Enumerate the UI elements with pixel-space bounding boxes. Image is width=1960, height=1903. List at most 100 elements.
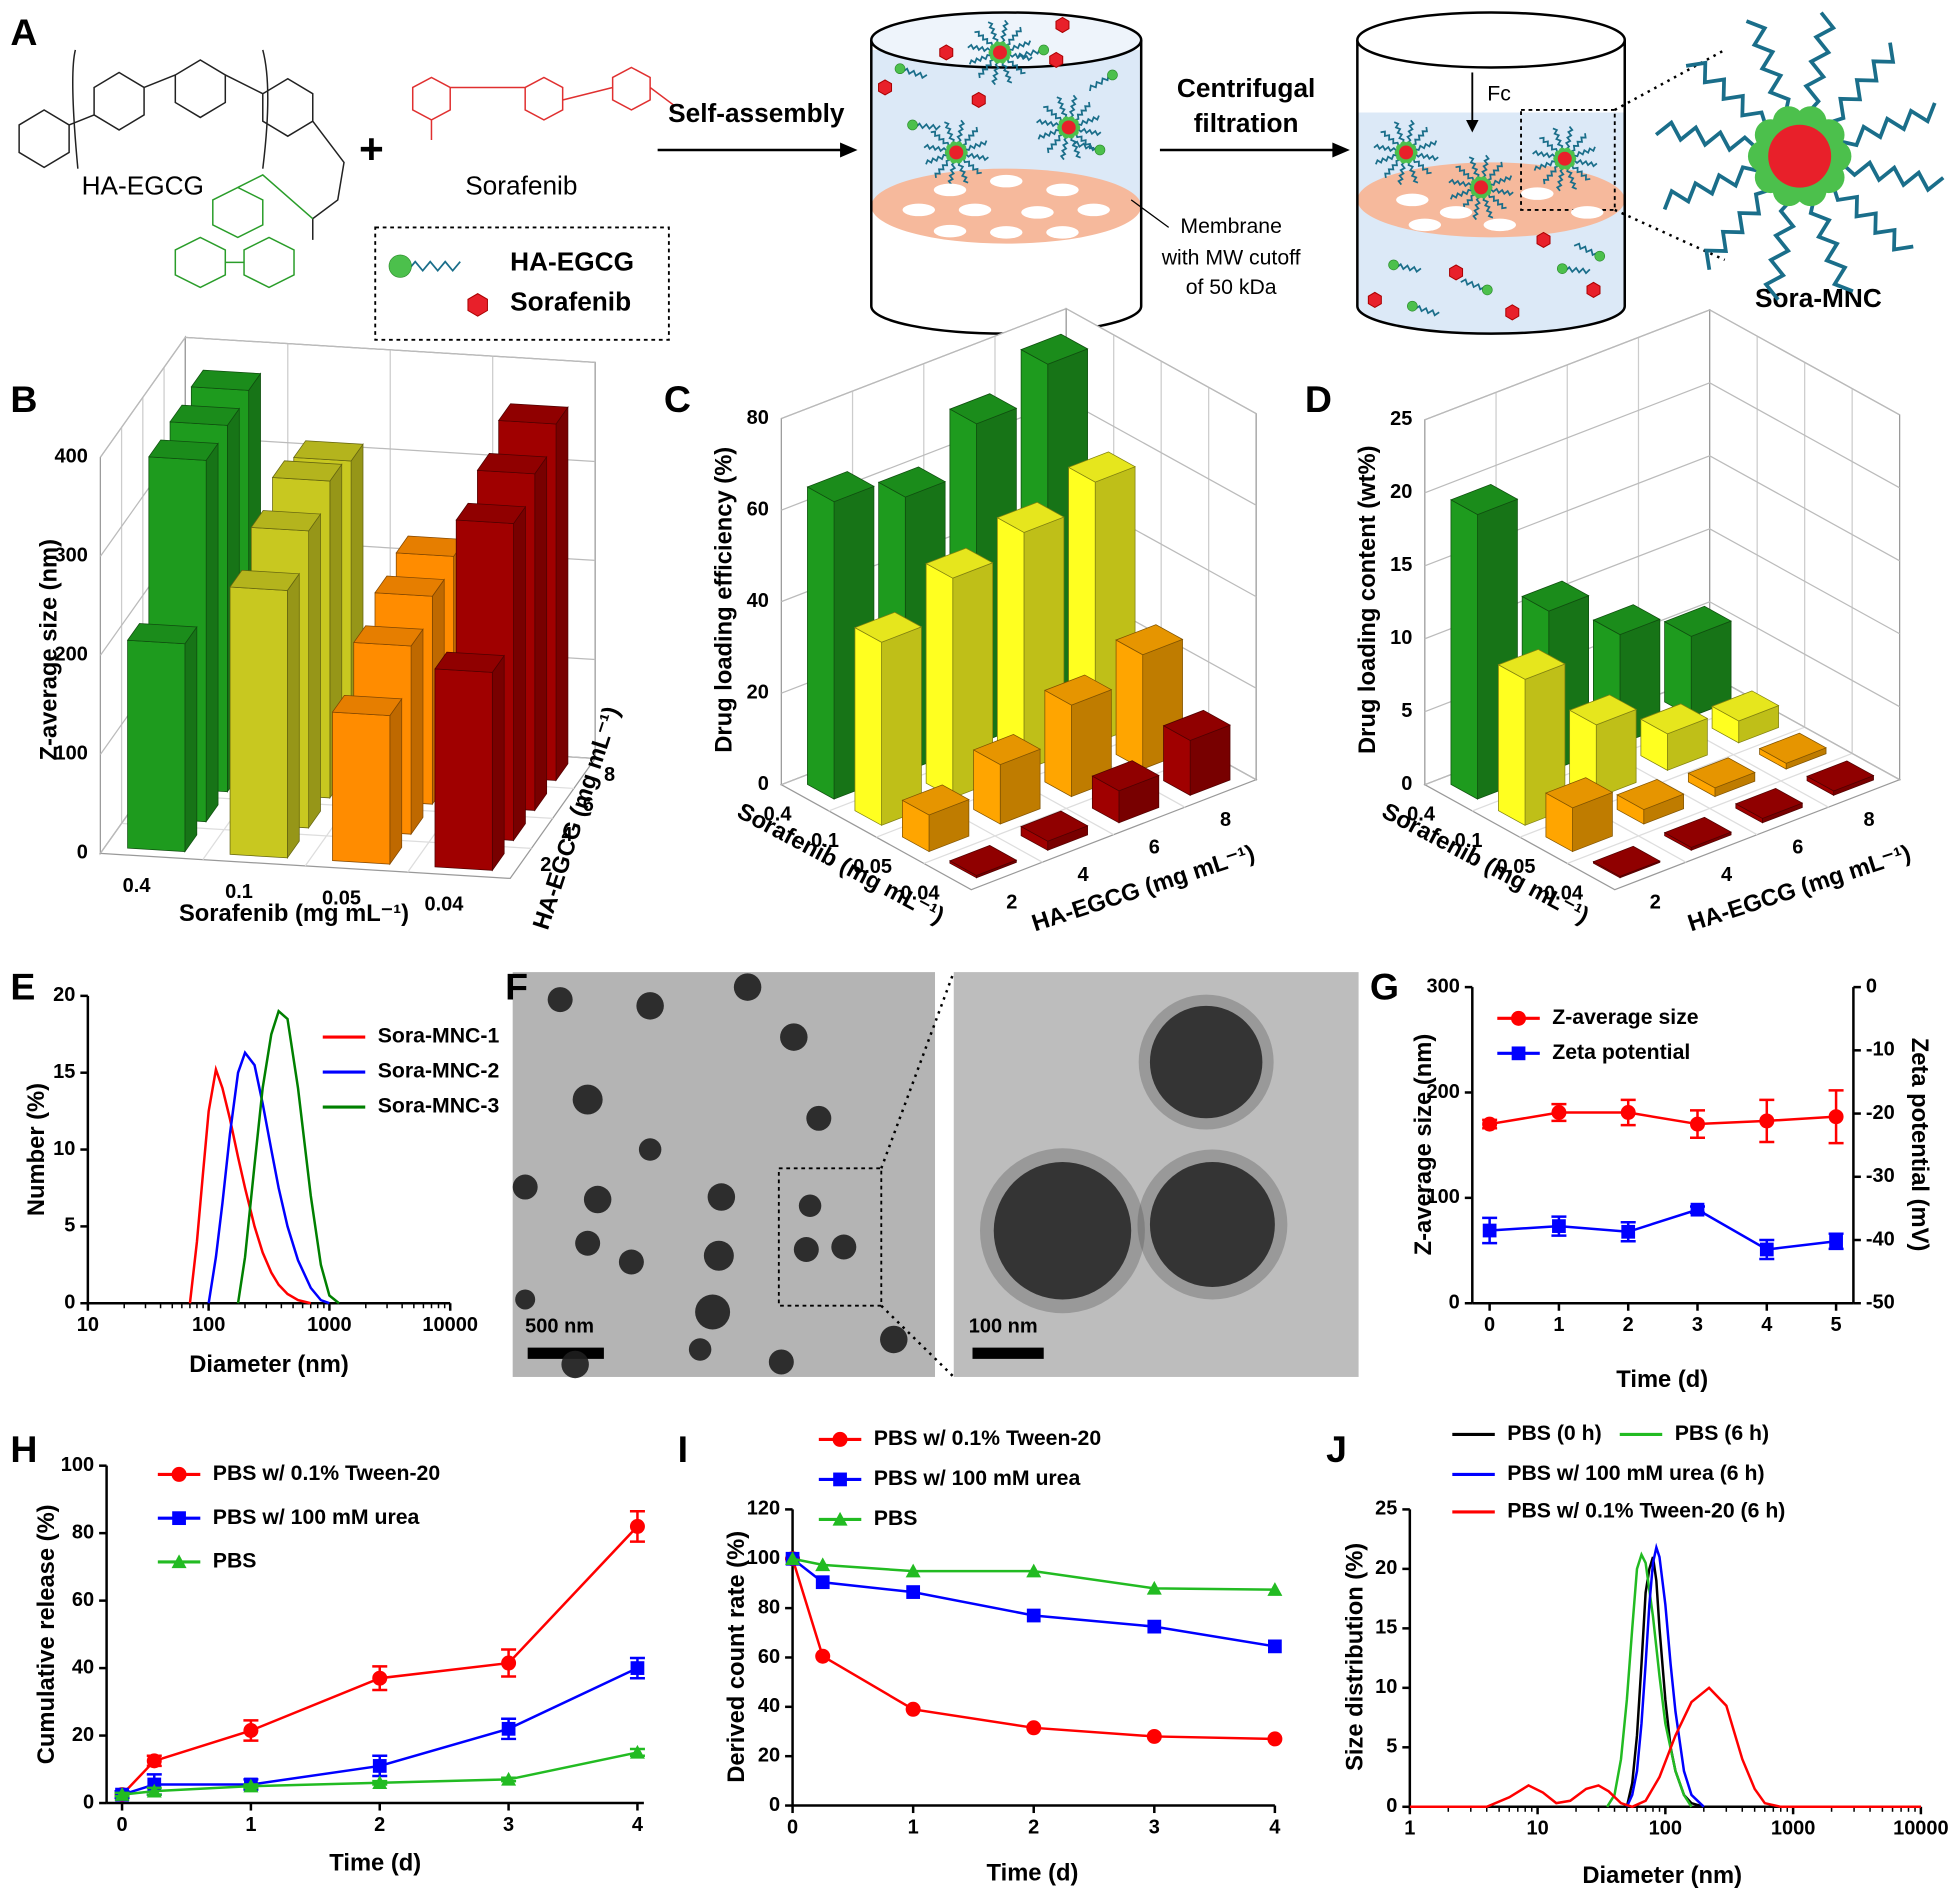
series-line (1409, 1686, 1921, 1809)
y-tick-label: 15 (53, 1061, 75, 1083)
drug-hexagon (1367, 291, 1382, 308)
bar-3d (1091, 760, 1160, 824)
egcg-ball (1388, 259, 1399, 271)
y-category-label: 4 (561, 824, 572, 846)
series-line (1489, 1208, 1837, 1251)
marker (1482, 1116, 1498, 1132)
bar-top (1020, 810, 1089, 842)
marker (1552, 1219, 1566, 1233)
y-tick-label: 100 (61, 1454, 94, 1476)
marker (1267, 1582, 1283, 1596)
bar-3d (1639, 703, 1709, 771)
x-tick-label: 2 (374, 1814, 385, 1836)
legend-label: Z-average size (1552, 1005, 1699, 1029)
marker (629, 1744, 645, 1759)
bar-3d (1758, 732, 1827, 770)
z-tick-label: 300 (55, 545, 88, 567)
marker (1621, 1224, 1636, 1239)
x-tick-label: 1000 (1771, 1818, 1815, 1840)
membrane-pore (1408, 218, 1442, 232)
polymer-strand (1375, 153, 1397, 165)
bar-top (293, 440, 364, 462)
marker (1759, 1242, 1774, 1257)
bar-top (1091, 760, 1160, 792)
polymer-strand (1006, 26, 1022, 46)
x-tick-label: 4 (632, 1814, 643, 1836)
polymer-strand (1487, 161, 1503, 181)
bar-top (148, 439, 219, 461)
membrane-pore (1571, 206, 1604, 219)
z-tick-label: 0 (1401, 773, 1412, 795)
membrane-pore (1483, 218, 1517, 232)
y-tick-label: 10 (1375, 1676, 1397, 1698)
bar-3d (854, 611, 923, 826)
bar-top (1020, 333, 1089, 365)
bar-top (126, 623, 198, 645)
y-tick-label: 120 (747, 1498, 780, 1520)
marker (146, 1753, 162, 1769)
polymer-strand (1407, 161, 1419, 184)
x-tick-label: 1 (1553, 1314, 1564, 1336)
bar-top (1067, 451, 1136, 483)
x-category-label: 0.1 (225, 881, 253, 903)
y2-tick-label: -20 (1866, 1102, 1895, 1124)
legend-label: PBS (213, 1548, 257, 1572)
series-line (792, 1557, 1275, 1591)
bar-face (332, 711, 391, 865)
bar-top (455, 502, 527, 524)
x-tick-label: 5 (1831, 1314, 1842, 1336)
membrane-pore (1439, 206, 1473, 219)
bar-top (854, 611, 923, 643)
membrane-pore (989, 226, 1023, 239)
particle (618, 1249, 644, 1275)
x-tick-label: 4 (1269, 1816, 1280, 1838)
x-category-label: 0.1 (811, 830, 839, 852)
y-tick-label: 40 (758, 1695, 780, 1717)
chart-2d: 1 10 100 1000 10000 0 5 10 15 20 25 Diameter (nm) Si… (1342, 1421, 1948, 1889)
bar-top (353, 625, 424, 647)
marker (172, 1511, 186, 1526)
marker (905, 1563, 921, 1578)
bar-3d (949, 845, 1018, 879)
x-category-label: 0.04 (1544, 882, 1583, 904)
bar-face (229, 586, 288, 859)
polymer-strand (1532, 149, 1556, 159)
polymer-strand (1075, 101, 1091, 121)
x-category-label: 0.1 (1455, 830, 1483, 852)
particle (703, 1240, 734, 1271)
particle (583, 1185, 612, 1214)
chart-2d: 10 100 1000 10000 0 5 10 15 20 Diameter (nm) Numbe… (24, 984, 499, 1378)
legend-label: PBS w/ 100 mM urea (6 h) (1507, 1461, 1764, 1485)
bar-top (1663, 816, 1732, 848)
y-category-label: 8 (1220, 809, 1231, 831)
particle (806, 1105, 832, 1131)
particle (638, 1138, 662, 1161)
drug-hexagon (939, 44, 954, 61)
y-axis-label: Derived count rate (%) (724, 1531, 750, 1783)
polymer-strand (1006, 58, 1026, 75)
drug-hexagon (878, 79, 893, 96)
bar-top (1663, 605, 1732, 637)
x-axis-label: Diameter (nm) (1582, 1863, 1742, 1889)
bar-top (1450, 484, 1519, 515)
panel-label: H (10, 1428, 37, 1470)
ha-egcg-label: HA-EGCG (82, 170, 204, 200)
z-tick-label: 20 (1390, 481, 1412, 503)
y2-tick-label: 0 (1866, 975, 1877, 997)
polymer-strand (1481, 154, 1490, 179)
membrane-pore (989, 174, 1023, 188)
polymer-strand (956, 119, 966, 144)
egcg-ball (1481, 284, 1493, 296)
drug-core (1474, 180, 1489, 195)
egcg-ball (1038, 44, 1050, 56)
bar-face (434, 668, 493, 871)
z-tick-label: 100 (55, 743, 88, 765)
bar-3d (901, 784, 970, 853)
grid-line (99, 336, 596, 458)
polymer-strand (1056, 96, 1068, 119)
y2-tick-label: -10 (1866, 1039, 1895, 1061)
bar-top (271, 460, 343, 482)
